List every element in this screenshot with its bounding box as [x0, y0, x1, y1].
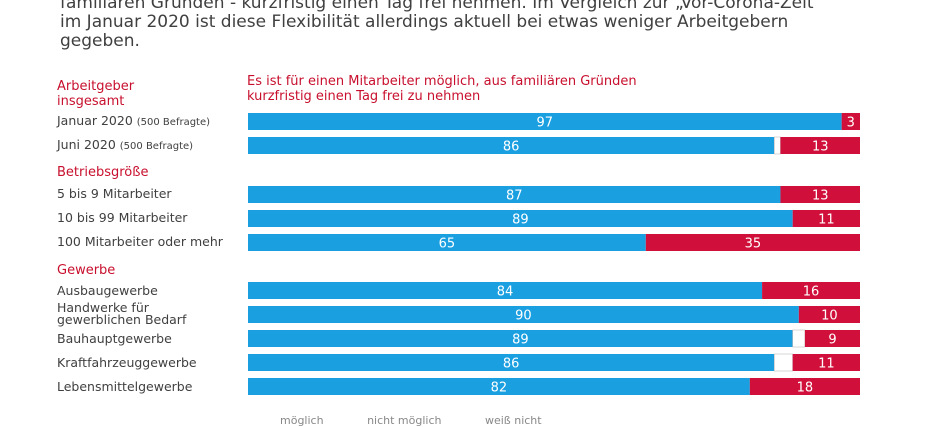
row-label-lebensmittelgewerbe: Lebensmittelgewerbe — [57, 379, 193, 394]
group-heading-total: Arbeitgeber insgesamt — [57, 79, 134, 109]
row-label-5-9: 5 bis 9 Mitarbeiter — [57, 186, 172, 201]
bar-segment-no — [841, 113, 860, 130]
data-label-no: 18 — [797, 381, 814, 396]
row-label-juni-2020: Juni 2020 (500 Befragte) — [57, 138, 193, 154]
bar-segment-yes — [248, 234, 646, 251]
bar-segment-yes — [248, 113, 842, 130]
group-heading-betriebsgroesse: Betriebsgröße — [57, 165, 149, 180]
chart-title-line2: kurzfristig einen Tag frei zu nehmen — [247, 89, 481, 104]
data-label-no: 3 — [847, 116, 855, 131]
data-label-no: 13 — [812, 140, 829, 155]
row-label-bauhauptgewerbe: Bauhauptgewerbe — [57, 331, 172, 346]
bar-segment-no — [804, 330, 860, 347]
bar-segment-no — [645, 234, 860, 251]
row-label-text: Juni 2020 — [57, 137, 116, 152]
group-heading-gewerbe: Gewerbe — [57, 263, 116, 278]
row-label-100-plus: 100 Mitarbeiter oder mehr — [57, 234, 223, 249]
bar-segment-no — [780, 186, 860, 203]
data-label-no: 9 — [828, 333, 836, 348]
data-label-yes: 97 — [537, 116, 554, 131]
bar-segment-rest — [792, 329, 806, 348]
chart-title-line1: Es ist für einen Mitarbeiter möglich, au… — [247, 74, 637, 89]
row-label-januar-2020: Januar 2020 (500 Befragte) — [57, 114, 210, 130]
bar-segment-no — [798, 306, 860, 323]
bar-segment-no — [792, 210, 860, 227]
intro-text: familiären Gründen - kurzfristig einen T… — [60, 0, 920, 51]
data-label-no: 13 — [812, 189, 829, 204]
bar-segment-no — [792, 354, 860, 371]
row-label-10-99: 10 bis 99 Mitarbeiter — [57, 210, 188, 225]
data-label-no: 11 — [818, 357, 835, 372]
intro-line-2: im Januar 2020 ist diese Flexibilität al… — [60, 12, 789, 32]
group-heading-total-line2: insgesamt — [57, 94, 125, 109]
bar-segment-yes — [248, 210, 793, 227]
row-label-ausbaugewerbe: Ausbaugewerbe — [57, 283, 158, 298]
bar-segment-yes — [248, 330, 793, 347]
intro-line-1: familiären Gründen - kurzfristig einen T… — [60, 0, 823, 13]
row-label-note: (500 Befragte) — [136, 117, 211, 128]
bar-segment-yes — [248, 137, 775, 154]
bar-segment-yes — [248, 378, 750, 395]
row-label-line2: gewerblichen Bedarf — [57, 312, 187, 327]
data-label-yes: 84 — [497, 285, 514, 300]
data-label-yes: 89 — [512, 333, 529, 348]
row-label-text: Januar 2020 — [57, 113, 133, 128]
bar-segment-no — [780, 137, 860, 154]
bar-segment-rest — [774, 136, 781, 155]
data-label-no: 35 — [745, 237, 762, 252]
data-label-yes: 90 — [515, 309, 532, 324]
row-label-handwerke: Handwerke für gewerblichen Bedarf — [57, 300, 187, 327]
bar-segment-yes — [248, 354, 775, 371]
row-label-kraftfahrzeuggewerbe: Kraftfahrzeuggewerbe — [57, 355, 197, 370]
row-label-note: (500 Befragte) — [119, 141, 194, 152]
bar-segment-no — [749, 378, 860, 395]
data-label-yes: 82 — [491, 381, 508, 396]
row-label-line1: Handwerke für — [57, 300, 149, 315]
data-label-yes: 89 — [512, 213, 529, 228]
data-label-no: 11 — [818, 213, 835, 228]
bar-segment-no — [762, 282, 860, 299]
data-label-yes: 65 — [439, 237, 456, 252]
data-label-yes: 86 — [503, 140, 520, 155]
bar-segment-yes — [248, 306, 799, 323]
data-label-yes: 87 — [506, 189, 523, 204]
data-label-no: 10 — [821, 309, 838, 324]
data-label-no: 16 — [803, 285, 820, 300]
bar-segment-yes — [248, 282, 763, 299]
group-heading-total-line1: Arbeitgeber — [57, 79, 135, 94]
chart-title: Es ist für einen Mitarbeiter möglich, au… — [247, 74, 637, 104]
bar-segment-yes — [248, 186, 781, 203]
bar-segment-rest — [774, 353, 793, 372]
intro-line-3: gegeben. — [60, 31, 140, 51]
data-label-yes: 86 — [503, 357, 520, 372]
